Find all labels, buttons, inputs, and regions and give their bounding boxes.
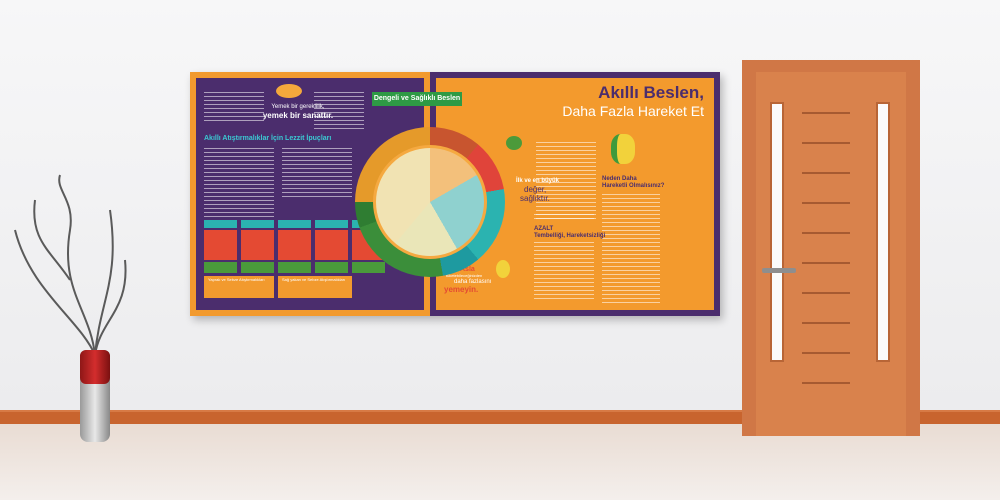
quote-line2: yemek bir sanattır.	[262, 111, 334, 120]
floor	[0, 424, 1000, 500]
pineapple-icon	[496, 260, 510, 278]
broccoli-icon	[506, 136, 522, 150]
title-line2: Daha Fazla Hareket Et	[562, 103, 704, 119]
food-plate	[355, 127, 505, 277]
never-line2: tüketebileceğinizden	[446, 273, 483, 278]
reduce-sub: Tembelliği, Hareketsizliği	[534, 233, 606, 239]
branches	[14, 174, 127, 356]
bread-icon	[276, 84, 302, 98]
title-line1: Akıllı Beslen,	[598, 83, 704, 102]
why-heading-line2: Hareketli Olmalısınız?	[602, 183, 665, 189]
never-line1: Asla	[460, 266, 475, 273]
door[interactable]	[756, 72, 906, 436]
why-heading-line1: Neden Daha	[602, 176, 637, 182]
corn-icon	[611, 134, 635, 164]
never-line4: yemeyin.	[444, 285, 479, 294]
health-line2: değer,	[524, 185, 547, 194]
bottom-box-left: Yaprak ve Sebze Atıştırmalıkları	[208, 277, 265, 282]
reduce-heading: AZALT	[534, 226, 554, 232]
health-line3: sağlıktır.	[520, 194, 550, 203]
bottom-box-right: Sağ yakan ve Sebze Atıştırmalıkları	[282, 277, 346, 282]
nutrition-poster: Yemek bir gereklilik, yemek bir sanattır…	[190, 72, 720, 316]
banner: Dengeli ve Sağlıklı Beslen	[372, 92, 462, 106]
tips-heading: Akıllı Atıştırmalıklar İçin Lezzit İpuçl…	[204, 135, 332, 142]
never-line3: daha fazlasını	[454, 279, 492, 285]
door-handle[interactable]	[762, 268, 796, 273]
vase-band	[80, 350, 110, 384]
health-line1: İlk ve en büyük	[516, 178, 560, 184]
quote-line1: Yemek bir gereklilik,	[271, 104, 325, 110]
